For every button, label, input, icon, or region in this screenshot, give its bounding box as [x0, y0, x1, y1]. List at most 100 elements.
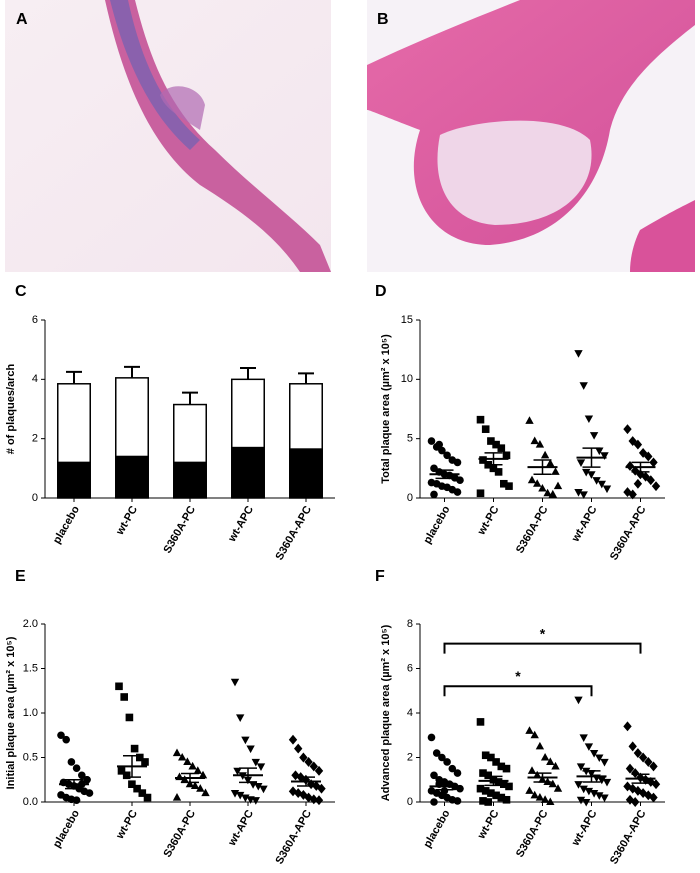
significance-bracket	[443, 642, 642, 654]
point	[633, 478, 643, 489]
bar	[115, 377, 149, 458]
point	[589, 432, 599, 440]
y-tick-label: 4	[32, 373, 38, 385]
x-tick-label: S360A-APC	[273, 504, 314, 562]
y-tick-label: 0.0	[23, 796, 38, 808]
panel-label: C	[15, 283, 27, 300]
point	[595, 754, 604, 763]
point	[291, 770, 300, 781]
x-tick-label: S360A-APC	[608, 504, 649, 562]
point	[241, 736, 250, 745]
panel-label: F	[375, 568, 385, 585]
point	[492, 440, 500, 449]
point	[525, 726, 534, 734]
point	[438, 753, 446, 762]
chart: D Total plaque area (µm² x 10⁵) 0 5 10 15 plac…	[375, 283, 665, 562]
y-tick-label: 0	[407, 796, 413, 808]
point	[595, 447, 604, 456]
point	[85, 789, 94, 797]
point	[185, 779, 195, 788]
point	[72, 764, 81, 772]
point	[625, 461, 635, 471]
point	[644, 757, 653, 767]
sem-bar	[484, 775, 503, 787]
point	[259, 785, 268, 794]
sem-bar	[181, 772, 199, 784]
y-tick-label: 4	[407, 707, 413, 719]
point	[236, 791, 245, 800]
point	[576, 459, 586, 467]
y-tick-label: 1.0	[23, 707, 38, 719]
point	[484, 798, 492, 806]
point	[484, 771, 492, 780]
point	[582, 767, 591, 776]
point	[644, 790, 653, 801]
point	[546, 459, 555, 467]
point	[497, 444, 506, 452]
point	[479, 456, 487, 464]
y-tick-label: 0	[407, 492, 413, 504]
point	[649, 792, 658, 803]
point	[141, 758, 149, 766]
point	[430, 771, 438, 780]
point	[427, 733, 436, 742]
y-tick-label: 1.5	[23, 662, 38, 674]
bar	[57, 461, 91, 499]
panel-label: B	[377, 11, 389, 28]
point	[530, 730, 539, 739]
sem-bar	[631, 773, 650, 784]
point	[623, 721, 632, 732]
significance-bracket	[443, 685, 593, 697]
point	[430, 798, 438, 806]
x-tick-label: placebo	[51, 504, 82, 546]
point	[487, 789, 495, 797]
point	[540, 450, 550, 459]
sem-bar	[435, 782, 454, 791]
x-tick-label: wt-PC	[114, 808, 141, 842]
point	[651, 779, 661, 790]
point	[579, 491, 588, 499]
bar	[231, 378, 265, 449]
y-tick-label: 8	[407, 618, 413, 630]
point	[533, 770, 542, 779]
sem-bar	[239, 767, 257, 784]
y-tick-label: 2	[32, 433, 38, 445]
x-tick-label: wt-PC	[475, 504, 502, 538]
point	[589, 790, 599, 798]
point	[314, 795, 324, 806]
point	[494, 468, 503, 476]
y-tick-label: 6	[32, 314, 38, 326]
point	[649, 761, 658, 772]
point	[597, 776, 606, 785]
point	[138, 789, 147, 797]
x-tick-label: S360A-PC	[161, 504, 198, 556]
point	[435, 440, 444, 449]
point	[574, 350, 583, 358]
point	[584, 787, 594, 796]
bar	[173, 403, 207, 464]
point	[584, 415, 594, 424]
bar	[231, 446, 265, 499]
point	[502, 795, 511, 804]
bar	[57, 383, 91, 464]
point	[254, 782, 263, 791]
point	[540, 752, 550, 761]
point	[489, 464, 498, 473]
point	[172, 748, 182, 757]
panel-label: A	[16, 11, 28, 28]
x-tick-label: S360A-PC	[514, 808, 551, 860]
point	[487, 753, 495, 762]
x-tick-label: wt-APC	[226, 504, 256, 545]
point	[456, 476, 464, 485]
point	[62, 735, 70, 744]
point	[306, 779, 316, 790]
point	[530, 790, 539, 799]
y-tick-label: 2	[407, 751, 413, 763]
point	[543, 488, 552, 497]
point	[72, 796, 81, 805]
bar	[289, 448, 323, 499]
point	[625, 763, 635, 774]
point	[476, 784, 485, 793]
point	[122, 771, 131, 780]
